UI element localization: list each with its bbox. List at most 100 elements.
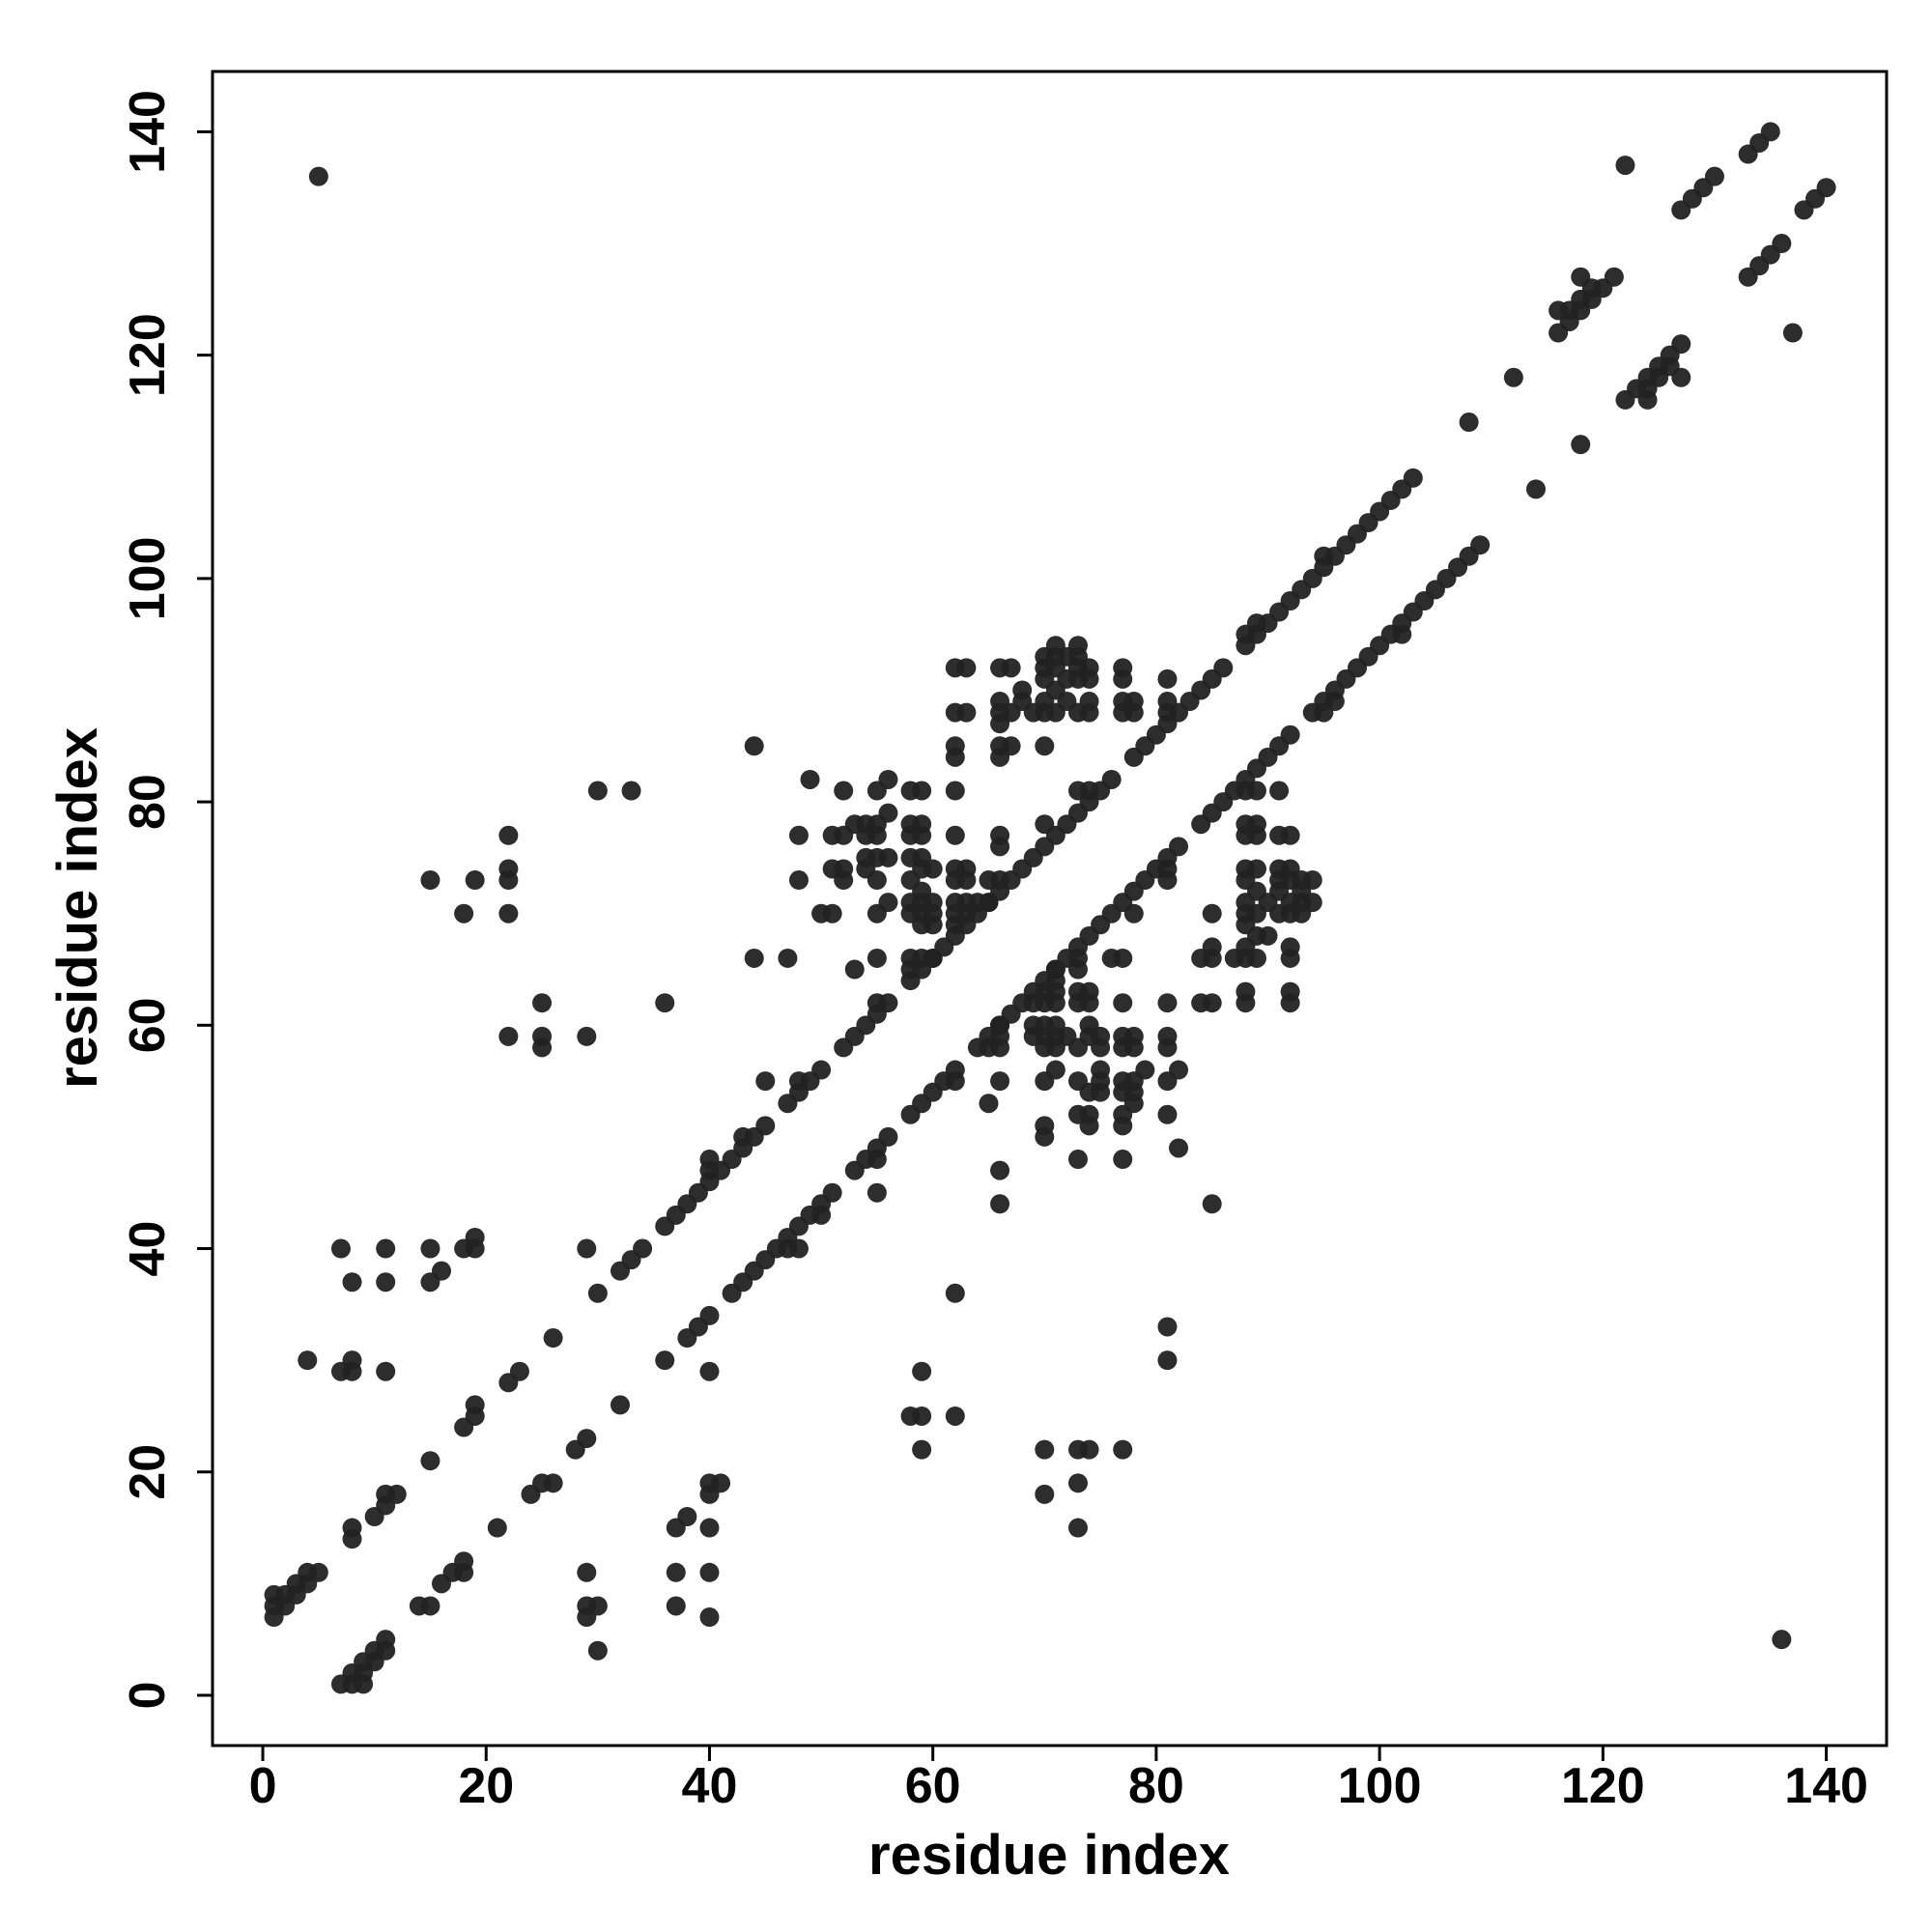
point — [699, 1361, 720, 1381]
point — [420, 1596, 440, 1616]
point — [1202, 903, 1222, 923]
point — [945, 825, 965, 845]
point — [587, 1283, 608, 1303]
point — [867, 814, 887, 835]
point — [1571, 435, 1591, 455]
point — [945, 1283, 965, 1303]
point — [454, 1551, 474, 1572]
point — [867, 948, 887, 968]
point — [699, 1562, 720, 1582]
point — [532, 993, 553, 1013]
point — [788, 825, 809, 845]
point — [1035, 1439, 1055, 1460]
point — [376, 1272, 396, 1293]
point — [1503, 367, 1523, 387]
point — [420, 1451, 440, 1471]
point — [945, 747, 965, 767]
point — [577, 1238, 597, 1259]
point — [956, 702, 977, 723]
point — [878, 847, 898, 867]
point — [1067, 981, 1088, 1002]
point — [1067, 1150, 1088, 1170]
point — [1067, 948, 1088, 968]
point — [990, 1015, 1010, 1036]
point — [979, 1037, 999, 1058]
point — [1191, 948, 1211, 968]
point — [878, 893, 898, 913]
x-tick-label: 20 — [458, 1758, 514, 1814]
point — [308, 166, 328, 186]
point — [577, 1026, 597, 1046]
y-tick-label: 0 — [120, 1682, 176, 1710]
point — [330, 1238, 351, 1259]
point — [543, 1328, 563, 1349]
point — [1079, 1015, 1099, 1036]
point — [923, 859, 943, 879]
point — [788, 870, 809, 891]
x-tick-label: 40 — [682, 1758, 738, 1814]
point — [465, 1227, 485, 1247]
point — [990, 1194, 1010, 1214]
point — [1280, 937, 1300, 957]
point — [1067, 1518, 1088, 1538]
point — [498, 825, 519, 845]
point — [979, 1094, 999, 1114]
point — [1123, 903, 1144, 923]
point — [878, 1126, 898, 1147]
y-tick-label: 60 — [120, 997, 176, 1053]
point — [923, 948, 943, 968]
point — [1772, 1630, 1792, 1650]
point — [454, 903, 474, 923]
point — [1067, 1439, 1088, 1460]
point — [376, 1630, 396, 1650]
point — [386, 1484, 407, 1504]
y-tick-label: 140 — [120, 90, 176, 174]
point — [945, 915, 965, 935]
point — [1157, 1104, 1178, 1124]
point — [990, 747, 1010, 767]
point — [465, 1395, 485, 1415]
point — [990, 1160, 1010, 1180]
point — [1113, 1150, 1133, 1170]
point — [1001, 658, 1021, 678]
point — [666, 1562, 686, 1582]
point — [1269, 859, 1290, 879]
point — [577, 1429, 597, 1449]
point — [1045, 1060, 1065, 1080]
point — [298, 1350, 318, 1371]
point — [900, 1406, 921, 1426]
point — [666, 1596, 686, 1616]
point — [878, 769, 898, 789]
point — [1079, 702, 1099, 723]
y-tick-label: 120 — [120, 313, 176, 397]
point — [1525, 479, 1546, 499]
point — [1023, 993, 1043, 1013]
x-tick-label: 120 — [1561, 1758, 1645, 1814]
point — [834, 870, 854, 891]
point — [1169, 1138, 1189, 1158]
y-tick-label: 40 — [120, 1221, 176, 1277]
point — [1079, 668, 1099, 689]
point — [800, 769, 820, 789]
point — [587, 1640, 608, 1661]
point — [990, 870, 1010, 891]
point — [587, 1596, 608, 1616]
point — [1035, 1484, 1055, 1504]
point — [1269, 825, 1290, 845]
point — [979, 893, 999, 913]
plot-frame — [211, 70, 1889, 1747]
point — [342, 1350, 362, 1371]
point — [811, 1060, 832, 1080]
point — [1067, 1104, 1088, 1124]
point — [1101, 769, 1122, 789]
point — [420, 1238, 440, 1259]
point — [498, 870, 519, 891]
point — [822, 1182, 842, 1203]
point — [1236, 981, 1256, 1002]
point — [1236, 814, 1256, 835]
point — [912, 781, 932, 801]
x-tick-label: 0 — [249, 1758, 277, 1814]
point — [621, 781, 641, 801]
point — [1213, 658, 1234, 678]
point — [1470, 535, 1491, 555]
